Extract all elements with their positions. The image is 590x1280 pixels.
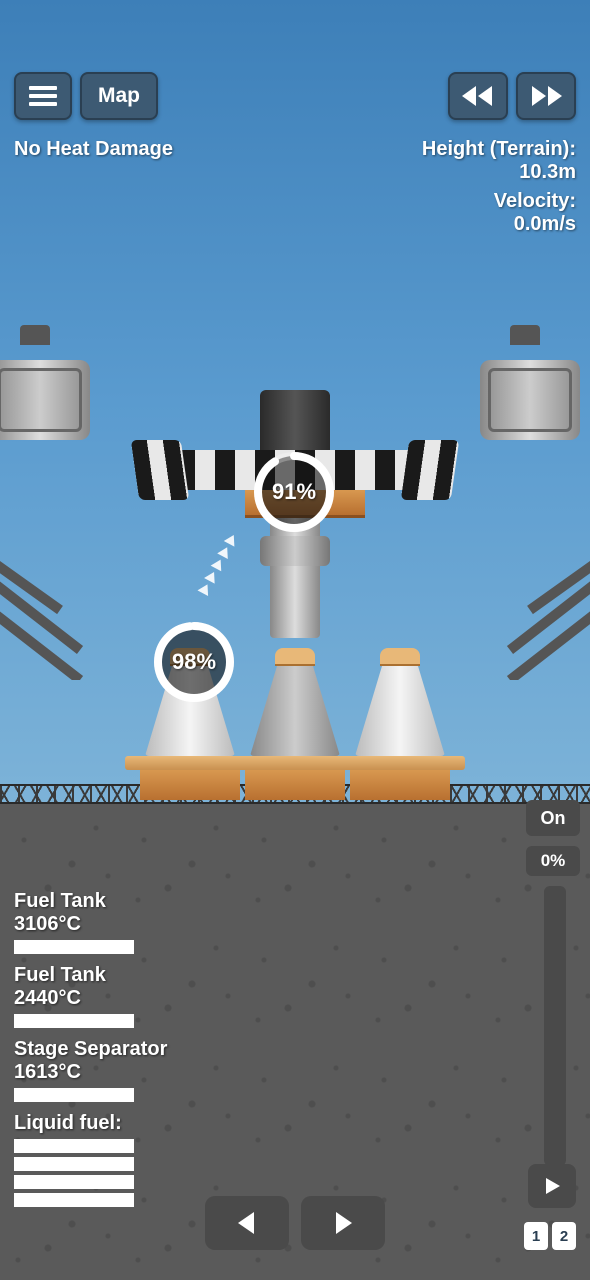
height-value: 10.3m bbox=[422, 161, 576, 184]
side-engine-right bbox=[480, 340, 590, 460]
triangle-right-icon bbox=[330, 1210, 356, 1236]
readout-bar bbox=[14, 1088, 134, 1102]
readout-item: Fuel Tank3106°C bbox=[14, 890, 167, 954]
fuel-bar bbox=[14, 1139, 134, 1153]
engine-toggle-button[interactable]: On bbox=[526, 800, 580, 836]
engine-toggle-label: On bbox=[541, 808, 566, 829]
fuel-bar bbox=[14, 1157, 134, 1171]
readout-value: 3106°C bbox=[14, 913, 167, 936]
readout-bar bbox=[14, 940, 134, 954]
time-faster-button[interactable] bbox=[516, 72, 576, 120]
fuel-gauge-lower[interactable]: 98% bbox=[152, 620, 236, 704]
menu-button[interactable] bbox=[14, 72, 72, 120]
readout-item: Fuel Tank2440°C bbox=[14, 964, 167, 1028]
launch-arm-right bbox=[490, 560, 590, 680]
fuel-gauge-lower-value: 98% bbox=[152, 620, 236, 704]
stage-list: 1 2 bbox=[524, 1222, 576, 1250]
velocity-label: Velocity: bbox=[422, 190, 576, 213]
fuel-bar bbox=[14, 1175, 134, 1189]
map-button-label: Map bbox=[98, 84, 140, 108]
throttle-slider[interactable] bbox=[544, 886, 566, 1166]
fuel-transfer-indicator bbox=[179, 529, 236, 629]
side-engine-left bbox=[0, 340, 110, 460]
hamburger-icon bbox=[29, 86, 57, 106]
top-left-controls: Map bbox=[14, 72, 158, 120]
telemetry-readout: Height (Terrain): 10.3m Velocity: 0.0m/s bbox=[422, 138, 576, 242]
map-button[interactable]: Map bbox=[80, 72, 158, 120]
fuel-gauge-upper-value: 91% bbox=[252, 450, 336, 534]
rewind-icon bbox=[462, 86, 494, 106]
fuel-gauge-upper[interactable]: 91% bbox=[252, 450, 336, 534]
tank-right bbox=[355, 648, 445, 800]
throttle-percent-value: 0% bbox=[541, 851, 566, 871]
heat-damage-status: No Heat Damage bbox=[14, 138, 173, 161]
rocket-view[interactable]: 91% 98% bbox=[0, 340, 590, 804]
time-slower-button[interactable] bbox=[448, 72, 508, 120]
launch-arm-left bbox=[0, 560, 100, 680]
fuel-bar bbox=[14, 1193, 134, 1207]
readout-value: 2440°C bbox=[14, 987, 167, 1010]
tank-center bbox=[250, 648, 340, 800]
rotation-controls bbox=[205, 1196, 385, 1250]
throttle-percent-display: 0% bbox=[526, 846, 580, 876]
readout-label: Stage Separator bbox=[14, 1038, 167, 1061]
readout-label: Fuel Tank bbox=[14, 890, 167, 913]
height-label: Height (Terrain): bbox=[422, 138, 576, 161]
fast-forward-icon bbox=[530, 86, 562, 106]
liquid-fuel-label: Liquid fuel: bbox=[14, 1112, 167, 1135]
readout-label: Fuel Tank bbox=[14, 964, 167, 987]
rotate-left-button[interactable] bbox=[205, 1196, 289, 1250]
readout-bar bbox=[14, 1014, 134, 1028]
stage-number-1[interactable]: 1 bbox=[524, 1222, 548, 1250]
readout-value: 1613°C bbox=[14, 1061, 167, 1084]
stage-activate-button[interactable] bbox=[528, 1164, 576, 1208]
stage-number-2[interactable]: 2 bbox=[552, 1222, 576, 1250]
liquid-fuel-section: Liquid fuel: bbox=[14, 1112, 167, 1207]
part-readouts: Fuel Tank3106°CFuel Tank2440°CStage Sepa… bbox=[14, 890, 167, 1217]
time-warp-controls bbox=[448, 72, 576, 120]
triangle-left-icon bbox=[234, 1210, 260, 1236]
velocity-value: 0.0m/s bbox=[422, 213, 576, 236]
play-icon bbox=[542, 1176, 562, 1196]
readout-item: Stage Separator1613°C bbox=[14, 1038, 167, 1102]
rotate-right-button[interactable] bbox=[301, 1196, 385, 1250]
